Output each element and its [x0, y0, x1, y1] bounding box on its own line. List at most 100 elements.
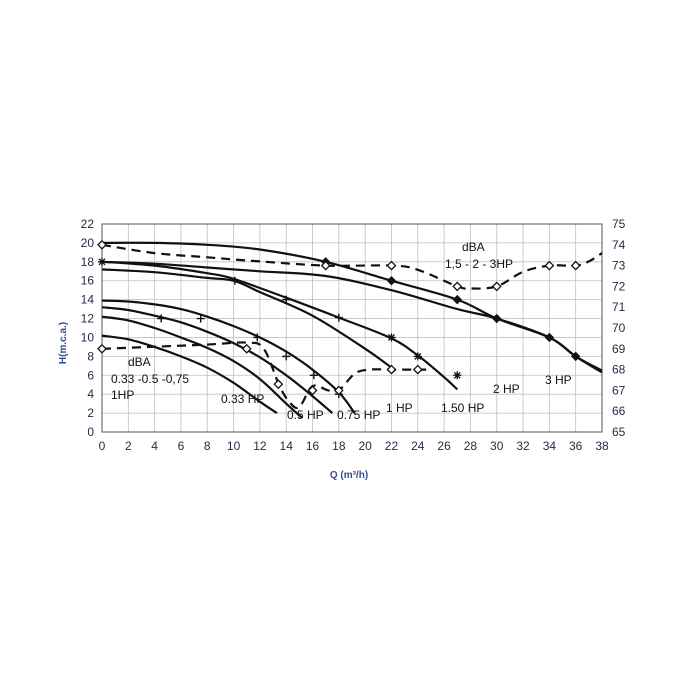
- y-tick-label: 6: [87, 368, 94, 382]
- marker-plus: [334, 313, 343, 322]
- dba-top-sub-label: 1,5 - 2 - 3HP: [445, 257, 513, 271]
- marker-diamond-open: [241, 343, 252, 354]
- y2-tick-label: 70: [612, 321, 626, 335]
- marker-diamond-open: [386, 260, 397, 271]
- x-tick-label: 16: [306, 439, 320, 453]
- series-line-4: [101, 268, 397, 372]
- series-line-1: [101, 315, 303, 419]
- y2-tick-label: 67: [612, 383, 626, 397]
- marker-diamond-open: [386, 364, 397, 375]
- marker-diamond: [492, 313, 502, 324]
- x-tick-label: 6: [178, 439, 185, 453]
- curve-layer: [101, 241, 603, 419]
- y2-tick-label: 66: [612, 404, 626, 418]
- y2-tick-label: 65: [612, 425, 626, 439]
- marker-diamond-open: [320, 260, 331, 271]
- tick-layer: 0246810121416182022656667686970717273747…: [81, 217, 626, 453]
- y-tick-label: 12: [81, 312, 95, 326]
- y2-tick-label: 71: [612, 300, 626, 314]
- marker-diamond-open: [307, 385, 318, 396]
- series-line-2: [101, 306, 334, 414]
- y-tick-label: 0: [87, 425, 94, 439]
- x-tick-label: 22: [385, 439, 399, 453]
- marker-diamond: [452, 294, 462, 305]
- x-tick-label: 32: [516, 439, 530, 453]
- dba-left-label: dBA: [128, 355, 151, 369]
- marker-plus: [309, 371, 318, 380]
- plot-frame: [101, 223, 603, 433]
- dba-left-sub2-label: 1HP: [111, 388, 134, 402]
- y-tick-label: 2: [87, 406, 94, 420]
- y2-tick-label: 69: [612, 342, 626, 356]
- x-tick-label: 14: [280, 439, 294, 453]
- hp-075-label: 0.75 HP: [337, 408, 380, 422]
- y2-tick-label: 73: [612, 259, 626, 273]
- y-tick-label: 4: [87, 387, 94, 401]
- marker-diamond-open: [570, 260, 581, 271]
- x-tick-label: 34: [543, 439, 557, 453]
- series-line-9: [101, 243, 603, 290]
- y-axis-title: H(m.c.a.): [58, 322, 69, 364]
- y2-tick-label: 74: [612, 238, 626, 252]
- marker-plus: [282, 295, 291, 304]
- marker-diamond-open: [491, 281, 502, 292]
- y-tick-label: 22: [81, 217, 95, 231]
- marker-plus: [230, 276, 239, 285]
- hp-05-label: 0.5 HP: [287, 408, 324, 422]
- marker-plus: [196, 314, 205, 323]
- marker-star: [413, 352, 422, 361]
- dba-top-label: dBA: [462, 240, 485, 254]
- y-tick-label: 14: [81, 293, 95, 307]
- x-tick-label: 4: [151, 439, 158, 453]
- x-tick-label: 30: [490, 439, 504, 453]
- marker-diamond-open: [97, 343, 107, 354]
- dba-left-sub-label: 0.33 -0.5 -0,75: [111, 372, 189, 386]
- marker-diamond: [386, 276, 397, 286]
- x-tick-label: 10: [227, 439, 241, 453]
- x-tick-label: 12: [253, 439, 267, 453]
- marker-plus: [157, 314, 166, 323]
- y2-tick-label: 72: [612, 279, 626, 293]
- x-tick-label: 24: [411, 439, 425, 453]
- hp-1-label: 1 HP: [386, 401, 413, 415]
- marker-diamond-open: [544, 260, 555, 271]
- hp-033-label: 0.33 HP: [221, 392, 264, 406]
- marker-diamond: [570, 351, 581, 362]
- marker-star: [453, 371, 462, 380]
- y2-tick-label: 75: [612, 217, 626, 231]
- x-tick-label: 36: [569, 439, 583, 453]
- x-tick-label: 20: [358, 439, 372, 453]
- y2-tick-label: 68: [612, 363, 626, 377]
- series-line-5: [101, 260, 459, 391]
- y-tick-label: 16: [81, 274, 95, 288]
- marker-diamond-open: [333, 385, 344, 396]
- series-line-0: [101, 334, 278, 415]
- y-tick-label: 20: [81, 236, 95, 250]
- x-axis-title: Q (m³/h): [330, 470, 368, 481]
- y-tick-label: 18: [81, 255, 95, 269]
- marker-star: [387, 333, 396, 342]
- y-tick-label: 10: [81, 330, 95, 344]
- x-tick-label: 28: [464, 439, 478, 453]
- series-line-3: [101, 299, 356, 414]
- x-tick-label: 2: [125, 439, 132, 453]
- y-tick-label: 8: [87, 349, 94, 363]
- marker-star: [98, 257, 106, 266]
- series-line-8: [101, 341, 431, 410]
- marker-diamond-open: [412, 364, 423, 375]
- hp-3-label: 3 HP: [545, 373, 572, 387]
- x-tick-label: 8: [204, 439, 211, 453]
- x-tick-label: 0: [99, 439, 106, 453]
- hp-150-label: 1.50 HP: [441, 401, 484, 415]
- hp-2-label: 2 HP: [493, 382, 520, 396]
- marker-plus: [282, 352, 291, 361]
- marker-layer: [97, 239, 581, 399]
- marker-diamond-open: [273, 379, 284, 390]
- x-tick-label: 26: [437, 439, 451, 453]
- marker-plus: [253, 333, 262, 342]
- marker-diamond-open: [452, 281, 463, 292]
- marker-diamond-open: [97, 239, 107, 250]
- x-tick-label: 38: [595, 439, 609, 453]
- marker-diamond: [544, 332, 555, 343]
